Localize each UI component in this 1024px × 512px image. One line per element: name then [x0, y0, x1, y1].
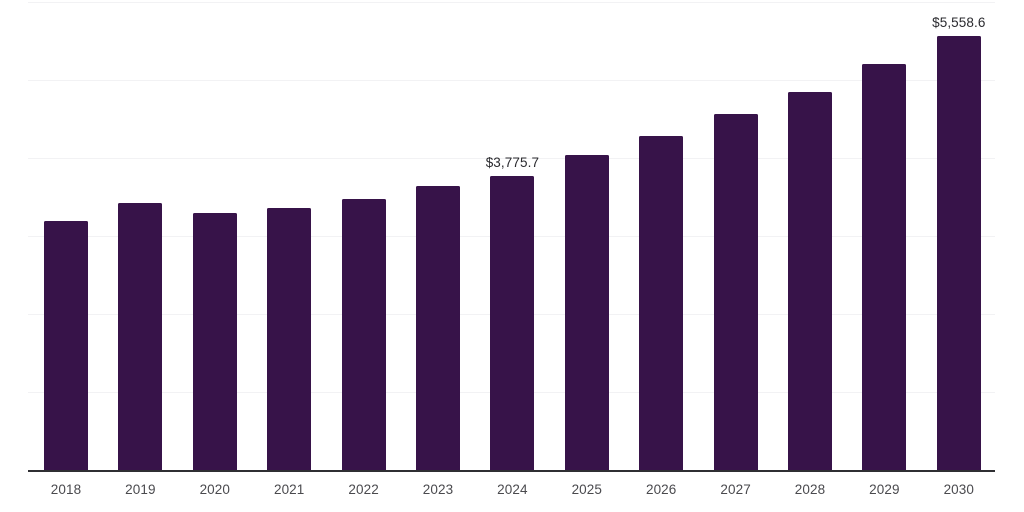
- x-tick-label-2022: 2022: [348, 482, 379, 497]
- bar-2024[interactable]: [490, 175, 535, 470]
- x-tick-label-2023: 2023: [422, 482, 454, 497]
- bar-2023[interactable]: [416, 186, 460, 470]
- x-tick-label-2029: 2029: [869, 482, 900, 497]
- plot-area: [28, 0, 995, 470]
- bar-2018[interactable]: [44, 220, 88, 470]
- x-tick-label-2024: 2024: [497, 482, 528, 497]
- x-axis-tick-labels: 2018 2019 2020 2021 2022 2023 2024 2025 2026 2027…: [28, 482, 995, 506]
- gridline: [28, 158, 995, 160]
- bar-2021[interactable]: [267, 208, 312, 470]
- data-label-2030: $5,558.6: [932, 15, 986, 31]
- x-tick-label-2028: 2028: [794, 482, 826, 497]
- x-tick-label-2019: 2019: [125, 482, 156, 497]
- gridline: [28, 2, 995, 4]
- bar-2029[interactable]: [862, 63, 907, 470]
- x-tick-label-2027: 2027: [720, 482, 751, 497]
- x-tick-label-2020: 2020: [199, 482, 231, 497]
- bar-2020[interactable]: [192, 213, 237, 470]
- x-tick-label-2021: 2021: [273, 482, 305, 497]
- bars-layer: [28, 0, 995, 470]
- bar-2027[interactable]: [713, 114, 758, 470]
- gridline: [28, 80, 995, 82]
- x-tick-label-2026: 2026: [645, 482, 677, 497]
- bar-2028[interactable]: [788, 92, 832, 470]
- x-tick-label-2030: 2030: [943, 482, 975, 497]
- x-tick-label-2025: 2025: [571, 482, 603, 497]
- bar-2030[interactable]: [936, 36, 981, 470]
- bar-2026[interactable]: [639, 135, 684, 470]
- bar-2022[interactable]: [341, 199, 386, 470]
- x-tick-label-2018: 2018: [50, 482, 82, 497]
- bar-2025[interactable]: [564, 154, 609, 470]
- x-axis-line: [28, 470, 995, 472]
- data-label-2024: $3,775.7: [485, 154, 540, 170]
- bar-2019[interactable]: [118, 203, 163, 470]
